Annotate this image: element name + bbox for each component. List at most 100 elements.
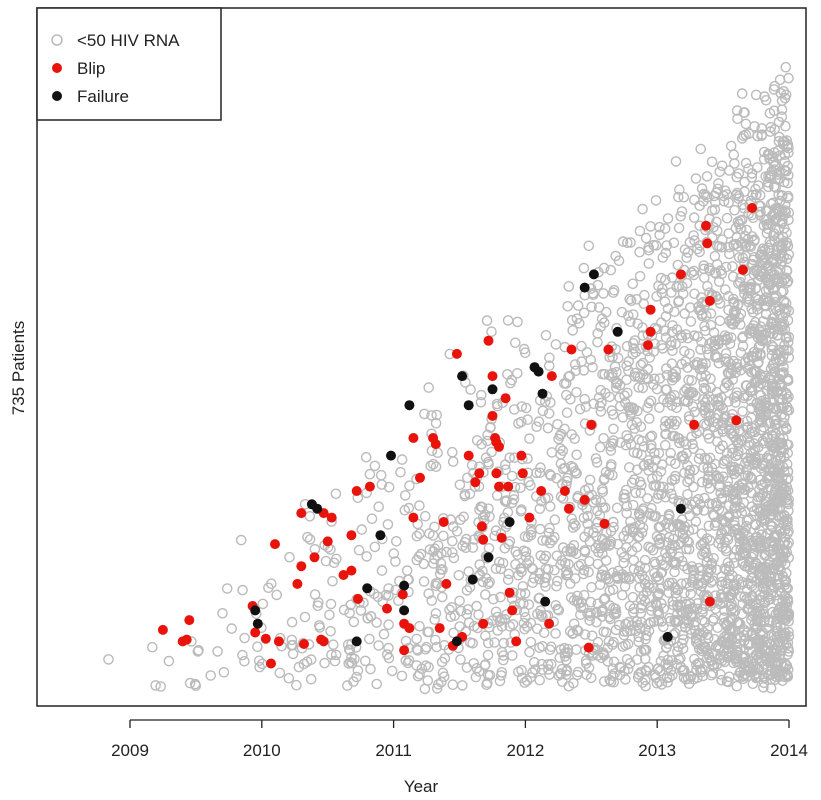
point-below-50 [738,130,749,142]
point-below-50 [743,556,755,568]
point-below-50 [550,339,562,350]
point-below-50 [561,389,572,401]
point-below-50 [768,283,780,295]
point-below-50 [627,348,639,360]
point-below-50 [525,636,537,648]
point-below-50 [594,579,606,591]
point-below-50 [770,609,782,620]
point-below-50 [711,258,723,270]
point-below-50 [411,530,423,542]
point-below-50 [664,482,675,494]
point-below-50 [774,439,786,451]
point-below-50 [699,272,710,284]
point-below-50 [561,407,573,419]
point-below-50 [756,648,767,659]
point-below-50 [351,671,362,683]
point-below-50 [659,296,671,308]
point-blip [737,264,748,275]
point-below-50 [706,559,717,571]
point-below-50 [376,565,388,576]
point-below-50 [431,641,443,653]
point-below-50 [716,571,728,582]
point-below-50 [739,186,750,197]
point-below-50 [414,621,425,632]
point-blip [702,238,713,249]
point-below-50 [679,308,691,319]
point-below-50 [597,484,608,495]
point-below-50 [584,615,595,626]
point-below-50 [696,371,707,382]
point-below-50 [636,616,647,628]
point-below-50 [716,505,728,517]
point-below-50 [646,430,658,442]
point-below-50 [537,535,548,546]
point-below-50 [360,451,372,463]
point-below-50 [193,645,204,656]
point-below-50 [655,521,666,533]
point-below-50 [767,424,779,436]
point-blip [415,472,425,483]
point-below-50 [708,553,719,564]
failure-points-layer [250,269,686,647]
point-blip [491,468,502,479]
point-below-50 [773,301,785,313]
point-below-50 [704,452,716,464]
point-below-50 [689,653,700,665]
point-below-50 [438,671,450,683]
point-below-50 [663,508,675,520]
point-blip [474,468,485,479]
point-below-50 [705,382,717,394]
point-below-50 [760,171,772,182]
point-below-50 [599,473,610,484]
point-below-50 [446,547,458,558]
point-below-50 [708,421,720,433]
point-below-50 [611,502,623,514]
point-below-50 [595,384,607,396]
point-blip [511,636,522,647]
point-below-50 [675,605,687,617]
point-below-50 [608,423,619,435]
point-below-50 [755,189,766,201]
point-below-50 [740,240,752,252]
point-below-50 [698,382,710,394]
point-below-50 [529,657,540,668]
point-below-50 [508,489,520,501]
point-blip [675,269,686,280]
point-below-50 [518,617,530,629]
point-below-50 [555,443,566,454]
point-below-50 [767,197,779,209]
point-blip [296,508,307,519]
point-below-50 [756,535,767,547]
point-below-50 [769,419,781,431]
point-below-50 [571,644,582,655]
point-below-50 [783,72,794,84]
point-below-50 [378,628,390,640]
point-below-50 [411,633,422,645]
point-below-50 [673,222,685,234]
point-below-50 [689,288,700,300]
point-below-50 [533,416,545,427]
point-below-50 [716,674,727,686]
point-below-50 [471,600,482,612]
point-below-50 [600,573,612,584]
point-below-50 [731,232,743,243]
point-below-50 [755,492,766,503]
point-below-50 [555,449,566,460]
point-below-50 [700,189,711,201]
point-below-50 [731,105,743,116]
point-below-50 [552,575,563,587]
point-below-50 [761,406,772,417]
point-below-50 [599,676,610,687]
point-below-50 [386,665,398,677]
point-below-50 [731,642,743,653]
point-below-50 [682,535,693,547]
point-below-50 [482,649,494,661]
point-below-50 [644,413,655,424]
point-below-50 [571,624,583,636]
point-below-50 [364,633,375,645]
point-blip [318,636,329,647]
point-below-50 [326,649,337,661]
point-below-50 [780,422,792,433]
point-below-50 [717,417,729,428]
point-below-50 [561,664,573,676]
